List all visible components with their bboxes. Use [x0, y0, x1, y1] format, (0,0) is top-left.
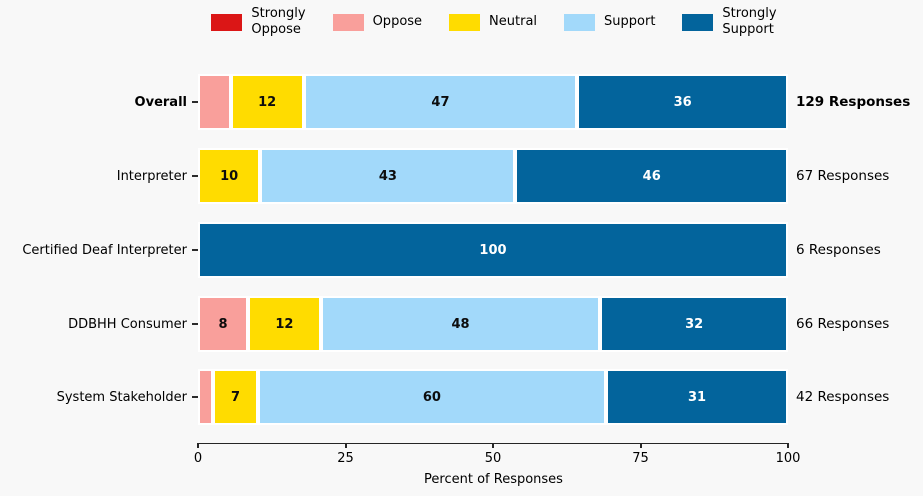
x-tick-label: 75 — [632, 451, 649, 466]
bar-segment-strongly_support: 100 — [198, 222, 788, 278]
strongly_oppose-swatch — [211, 13, 243, 31]
responses-label: 6 Responses — [796, 242, 881, 258]
y-tick — [192, 101, 198, 103]
legend: Strongly Oppose Oppose Neutral Support Stron… — [198, 6, 790, 39]
x-tick-label: 100 — [775, 451, 801, 466]
x-tick — [197, 443, 199, 448]
bar-segment-neutral: 7 — [213, 369, 258, 425]
legend-item: Support — [564, 13, 656, 31]
x-tick — [492, 443, 494, 448]
responses-label: 42 Responses — [796, 389, 890, 405]
y-tick — [192, 175, 198, 177]
segment-value-label: 46 — [642, 168, 661, 184]
segment-value-label: 10 — [220, 168, 239, 184]
legend-item: Oppose — [332, 13, 423, 31]
bar-segment-strongly_support: 32 — [600, 296, 788, 352]
x-tick-label: 0 — [193, 451, 203, 466]
bar-segment-strongly_support: 36 — [577, 74, 788, 130]
responses-label: 129 Responses — [796, 94, 911, 110]
responses-label: 66 Responses — [796, 316, 890, 332]
legend-label: Strongly Support — [722, 6, 777, 38]
segment-value-label: 7 — [231, 389, 241, 405]
support-swatch — [564, 13, 596, 31]
legend-label: Support — [604, 14, 656, 30]
legend-item: Strongly Support — [682, 6, 777, 39]
category-label: Overall — [134, 94, 187, 110]
legend-label: Oppose — [372, 14, 423, 30]
neutral-swatch — [449, 13, 481, 31]
legend-label: Neutral — [489, 14, 538, 30]
bar-row: 8 12 48 32 — [198, 296, 788, 352]
segment-value-label: 12 — [258, 94, 277, 110]
legend-item: Strongly Oppose — [211, 6, 306, 39]
segment-value-label: 31 — [688, 389, 707, 405]
x-axis-title: Percent of Responses — [424, 472, 563, 487]
bar-row: 12 47 36 — [198, 74, 788, 130]
bar-segment-neutral: 10 — [198, 148, 261, 204]
segment-value-label: 8 — [218, 316, 228, 332]
x-tick — [639, 443, 642, 448]
bar-segment-strongly_support: 46 — [515, 148, 788, 204]
bar-segment-strongly_support: 31 — [606, 369, 789, 425]
bar-segment-support: 47 — [303, 74, 578, 130]
bar-segment-support: 43 — [260, 148, 516, 204]
bar-segment-oppose: 8 — [198, 296, 248, 352]
bar-row: 7 60 31 — [198, 369, 789, 425]
bar-row: 100 — [198, 222, 788, 278]
oppose-swatch — [332, 13, 364, 31]
segment-value-label: 100 — [479, 242, 507, 258]
legend-item: Neutral — [449, 13, 538, 31]
responses-label: 67 Responses — [796, 168, 890, 184]
y-tick — [192, 249, 198, 251]
legend-label: Strongly Oppose — [251, 6, 306, 38]
bar-segment-oppose — [198, 369, 214, 425]
bar-segment-neutral: 12 — [230, 74, 304, 130]
segment-value-label: 47 — [431, 94, 450, 110]
y-tick — [192, 323, 198, 325]
x-tick-label: 50 — [484, 451, 502, 466]
bar-row: 10 43 46 — [198, 148, 788, 204]
bar-segment-support: 48 — [320, 296, 601, 352]
x-tick-label: 25 — [337, 451, 354, 466]
x-tick — [787, 443, 789, 448]
segment-value-label: 32 — [685, 316, 704, 332]
segment-value-label: 60 — [422, 389, 441, 405]
segment-value-label: 12 — [275, 316, 294, 332]
category-label: DDBHH Consumer — [68, 316, 187, 332]
strongly_support-swatch — [682, 13, 714, 31]
segment-value-label: 36 — [673, 94, 692, 110]
bar-segment-support: 60 — [257, 369, 607, 425]
category-label: Certified Deaf Interpreter — [22, 242, 187, 258]
segment-value-label: 48 — [451, 316, 470, 332]
y-tick — [192, 396, 198, 398]
segment-value-label: 43 — [378, 168, 397, 184]
x-tick — [344, 443, 347, 448]
bar-segment-neutral: 12 — [247, 296, 321, 352]
category-label: System Stakeholder — [56, 389, 187, 405]
category-label: Interpreter — [116, 168, 187, 184]
bar-segment-oppose — [198, 74, 231, 130]
